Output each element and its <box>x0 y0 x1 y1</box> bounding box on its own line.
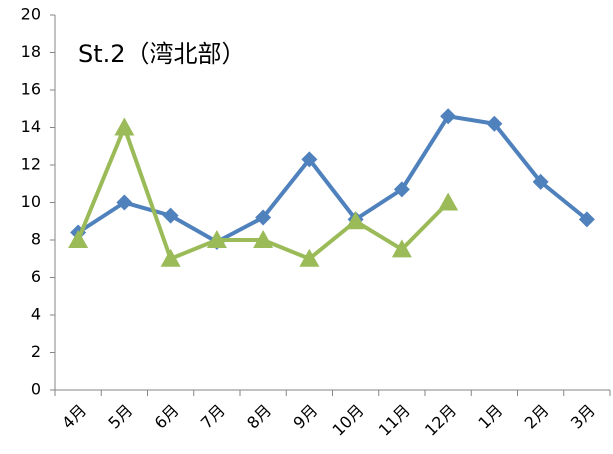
y-tick-label: 16 <box>21 80 41 99</box>
y-tick-label: 4 <box>31 305 41 324</box>
y-tick-label: 2 <box>31 342 41 361</box>
x-tick-label: 10月 <box>328 401 367 440</box>
x-tick-label: 7月 <box>197 401 229 433</box>
y-tick-label: 10 <box>21 192 41 211</box>
marker <box>116 194 133 211</box>
y-tick-label: 14 <box>21 117 41 136</box>
marker <box>345 211 366 230</box>
marker <box>440 108 457 125</box>
marker <box>114 117 135 136</box>
marker <box>68 230 89 248</box>
marker <box>486 115 503 132</box>
series-line <box>77 114 589 244</box>
marker <box>253 230 274 248</box>
x-tick-label: 6月 <box>151 401 183 433</box>
marker <box>578 211 595 228</box>
x-tick-label: 2月 <box>521 401 553 433</box>
y-tick-label: 8 <box>31 230 41 249</box>
y-tick-label: 18 <box>21 42 41 61</box>
x-tick-label: 4月 <box>58 401 90 433</box>
marker <box>393 181 410 198</box>
marker <box>255 209 272 226</box>
x-tick-label: 5月 <box>104 401 136 433</box>
marker <box>391 239 412 258</box>
y-tick-label: 20 <box>21 5 41 24</box>
marker <box>438 192 459 211</box>
marker <box>160 248 181 267</box>
marker <box>299 248 320 267</box>
y-tick-label: 12 <box>21 155 41 174</box>
x-tick-label: 3月 <box>567 401 599 433</box>
chart-title: St.2（湾北部） <box>78 40 246 68</box>
marker <box>162 207 179 224</box>
marker <box>301 151 318 168</box>
marker <box>206 230 227 248</box>
y-tick-label: 0 <box>31 380 41 399</box>
x-tick-label: 1月 <box>474 401 506 433</box>
x-tick-label: 8月 <box>243 401 275 433</box>
x-tick-label: 12月 <box>421 401 460 440</box>
x-tick-label: 9月 <box>289 401 321 433</box>
y-tick-label: 6 <box>31 267 41 286</box>
marker <box>532 173 549 190</box>
x-tick-label: 11月 <box>375 401 414 440</box>
